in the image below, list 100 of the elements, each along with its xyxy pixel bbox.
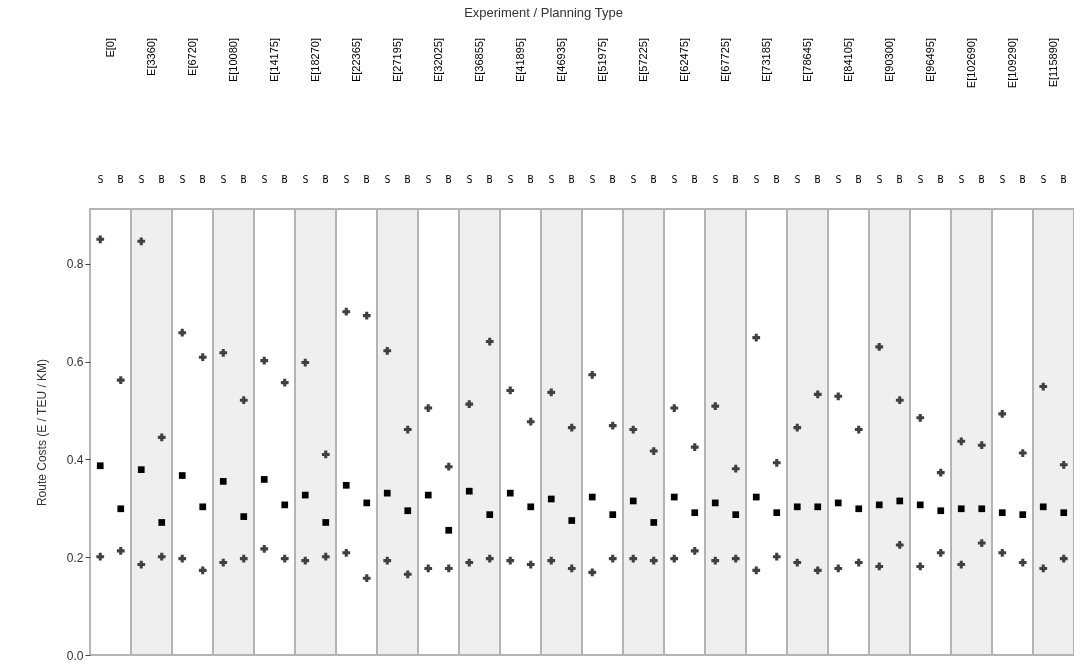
chart-title: E[102690]: [965, 38, 978, 89]
point: [998, 410, 1007, 418]
point: [567, 564, 576, 573]
point: [198, 566, 207, 575]
point: [404, 507, 412, 515]
x-tick-label: B: [814, 174, 821, 186]
x-tick-label: S: [466, 174, 473, 186]
point: [732, 511, 740, 518]
point: [342, 307, 351, 316]
point: [629, 497, 637, 505]
chart-title: E[78645]: [801, 38, 814, 83]
point: [383, 489, 391, 497]
x-tick-label: S: [753, 174, 760, 186]
point: [588, 493, 596, 501]
point: [96, 235, 105, 244]
point: [813, 390, 822, 399]
x-tick-label: B: [568, 174, 575, 186]
x-tick-label: B: [691, 174, 698, 186]
point: [977, 539, 986, 547]
point: [321, 450, 330, 459]
x-tick-label: S: [630, 174, 637, 186]
point: [813, 566, 822, 575]
point: [485, 554, 494, 563]
x-tick-label: S: [589, 174, 596, 186]
point: [424, 491, 432, 499]
x-tick-label: S: [302, 174, 309, 186]
chart-title: E[36855]: [473, 38, 486, 83]
point: [96, 552, 105, 561]
chart-title: E[84105]: [842, 38, 855, 83]
point: [793, 558, 802, 567]
chart-title: E[10080]: [227, 38, 240, 83]
y-tick-label: 0.6: [66, 355, 84, 370]
point: [465, 400, 474, 408]
x-tick-label: S: [261, 174, 268, 186]
point: [342, 548, 351, 557]
point: [936, 548, 945, 557]
x-tick-label: B: [117, 174, 124, 186]
point: [916, 501, 924, 509]
point: [219, 558, 228, 567]
point: [465, 487, 473, 495]
point: [568, 517, 576, 524]
point: [1039, 382, 1048, 391]
point: [1018, 449, 1027, 457]
point: [219, 478, 227, 485]
point: [957, 437, 966, 446]
point: [362, 311, 371, 320]
point: [527, 503, 535, 511]
point: [465, 558, 474, 567]
point: [814, 503, 822, 511]
point: [96, 462, 104, 470]
point: [936, 468, 945, 477]
point: [711, 402, 720, 410]
point: [362, 574, 371, 583]
point: [445, 526, 453, 534]
chart-title: E[22365]: [350, 38, 363, 83]
point: [158, 519, 166, 526]
point: [444, 564, 453, 573]
point: [834, 392, 843, 401]
point: [424, 404, 433, 412]
point: [895, 396, 904, 405]
point: [752, 493, 760, 501]
x-tick-label: B: [158, 174, 165, 186]
point: [916, 413, 925, 422]
chart-title: E[67725]: [719, 38, 732, 83]
point: [977, 441, 986, 450]
point: [383, 346, 392, 355]
point: [1039, 564, 1048, 573]
x-tick-label: B: [650, 174, 657, 186]
point: [711, 499, 719, 507]
text: Experiment / Planning Type: [463, 4, 624, 22]
point: [260, 476, 268, 483]
point: [752, 566, 761, 575]
point: [280, 554, 289, 563]
point: [875, 343, 884, 351]
chart-title: E[46935]: [555, 38, 568, 83]
point: [793, 423, 802, 432]
point: [178, 328, 187, 337]
chart-title: E[18270]: [309, 38, 322, 83]
x-tick-label: S: [97, 174, 104, 186]
y-tick-label: 0.0: [66, 648, 84, 663]
point: [157, 552, 166, 561]
point: [731, 464, 740, 473]
chart-title: E[27195]: [391, 38, 404, 83]
point: [608, 421, 617, 430]
point: [157, 433, 166, 442]
point: [649, 556, 658, 565]
point: [916, 562, 925, 571]
point: [116, 376, 125, 385]
point: [137, 560, 146, 569]
point: [1059, 554, 1068, 563]
point: [1018, 558, 1027, 567]
point: [301, 491, 309, 499]
point: [547, 556, 556, 565]
chart-title: E[96495]: [924, 38, 937, 83]
point: [588, 568, 597, 577]
x-tick-label: S: [671, 174, 678, 186]
point: [772, 552, 781, 561]
x-tick-label: B: [1060, 174, 1067, 186]
point: [444, 462, 453, 471]
point: [137, 237, 146, 246]
